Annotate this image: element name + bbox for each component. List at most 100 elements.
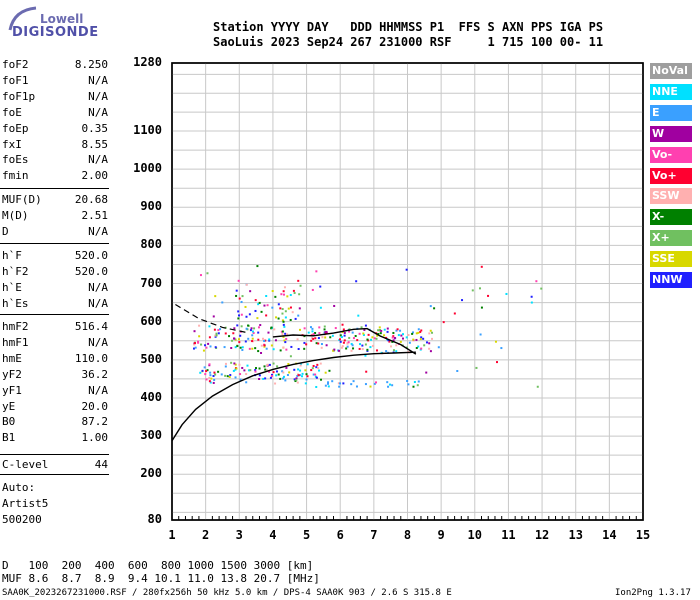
y-tick-label: 900	[140, 199, 162, 214]
echo-point	[197, 341, 200, 344]
echo-point	[367, 333, 370, 336]
echo-point	[324, 371, 327, 374]
echo-point	[275, 374, 278, 377]
y-tick-label: 600	[140, 313, 162, 328]
echo-point	[316, 363, 319, 366]
echo-point	[281, 330, 284, 333]
echo-point	[401, 337, 404, 340]
echo-point	[318, 326, 321, 329]
param-row: foEp 0.35	[2, 122, 108, 137]
echo-point	[256, 317, 259, 320]
echo-point	[376, 334, 379, 337]
echo-point	[265, 347, 268, 350]
x-tick-label: 5	[302, 528, 311, 542]
echo-point	[266, 304, 269, 307]
echo-point	[391, 336, 394, 339]
echo-point	[315, 270, 318, 273]
echo-point	[257, 338, 260, 341]
echo-point	[239, 346, 242, 349]
echo-point	[282, 323, 285, 326]
echo-point	[213, 378, 216, 381]
echo-point	[272, 362, 275, 365]
echo-point	[341, 323, 344, 326]
echo-point	[285, 366, 288, 369]
echo-point	[305, 378, 308, 381]
echo-point	[419, 330, 422, 333]
echo-point	[366, 349, 369, 352]
param-value: N/A	[88, 89, 108, 103]
echo-point	[280, 293, 283, 296]
echo-point	[230, 361, 233, 364]
echo-point	[428, 342, 431, 345]
echo-point	[206, 369, 209, 372]
echo-point	[298, 374, 301, 377]
panel-separator	[0, 314, 109, 315]
param-row: h`F 520.0	[2, 249, 108, 264]
x-tick-label: 6	[336, 528, 344, 542]
echo-point	[200, 343, 203, 346]
echo-point	[238, 338, 241, 341]
param-value: 36.2	[81, 367, 109, 381]
echo-point	[395, 350, 398, 353]
echo-point	[286, 295, 289, 298]
echo-point	[346, 345, 349, 348]
echo-point	[257, 303, 260, 306]
echo-point	[326, 382, 329, 385]
echo-point	[235, 367, 238, 370]
echo-point	[247, 324, 250, 327]
echo-point	[275, 316, 278, 319]
echo-point	[274, 339, 277, 342]
echo-point	[256, 265, 259, 268]
param-value: N/A	[88, 296, 108, 310]
echo-point	[296, 381, 299, 384]
echo-point	[352, 380, 355, 383]
echo-point	[202, 349, 205, 352]
echo-point	[487, 294, 490, 297]
echo-point	[323, 328, 326, 331]
echo-point	[392, 349, 395, 352]
clevel-value: 44	[94, 458, 108, 471]
echo-point	[429, 350, 432, 353]
echo-point	[378, 329, 381, 332]
echo-point	[248, 347, 251, 350]
echo-point	[265, 314, 268, 317]
echo-point	[289, 355, 292, 358]
echo-point	[228, 335, 231, 338]
echo-point	[417, 380, 420, 383]
echo-point	[283, 325, 286, 328]
param-label: h`Es	[2, 296, 29, 310]
distance-row-label: D	[2, 559, 9, 572]
echo-point	[388, 383, 391, 386]
echo-point	[234, 368, 237, 371]
echo-point	[297, 368, 300, 371]
echo-point	[206, 272, 209, 275]
echo-point	[284, 316, 287, 319]
param-value: 520.0	[74, 264, 108, 278]
echo-point	[260, 344, 263, 347]
param-row: B1 1.00	[2, 431, 108, 446]
param-label: M(D)	[2, 208, 29, 222]
echo-point	[252, 332, 255, 335]
echo-point	[251, 347, 254, 350]
param-value: N/A	[88, 224, 108, 238]
echo-point	[253, 327, 256, 330]
param-value: 110.0	[74, 351, 108, 365]
echo-point	[254, 347, 257, 350]
echo-point	[417, 345, 420, 348]
echo-point	[235, 294, 238, 297]
echo-point	[375, 337, 378, 340]
echo-point	[283, 339, 286, 342]
echo-point	[198, 335, 201, 338]
echo-point	[325, 330, 328, 333]
x-tick-label: 10	[467, 528, 482, 542]
echo-point	[265, 369, 268, 372]
muf-row: MUF 8.6 8.7 8.9 9.4 10.1 11.0 13.8 20.7 …	[2, 572, 320, 585]
echo-point	[320, 343, 323, 346]
echo-point	[431, 331, 434, 334]
echo-point	[239, 373, 242, 376]
echo-point	[210, 377, 213, 380]
echo-point	[311, 327, 314, 330]
echo-point	[251, 334, 254, 337]
echo-point	[312, 364, 315, 367]
